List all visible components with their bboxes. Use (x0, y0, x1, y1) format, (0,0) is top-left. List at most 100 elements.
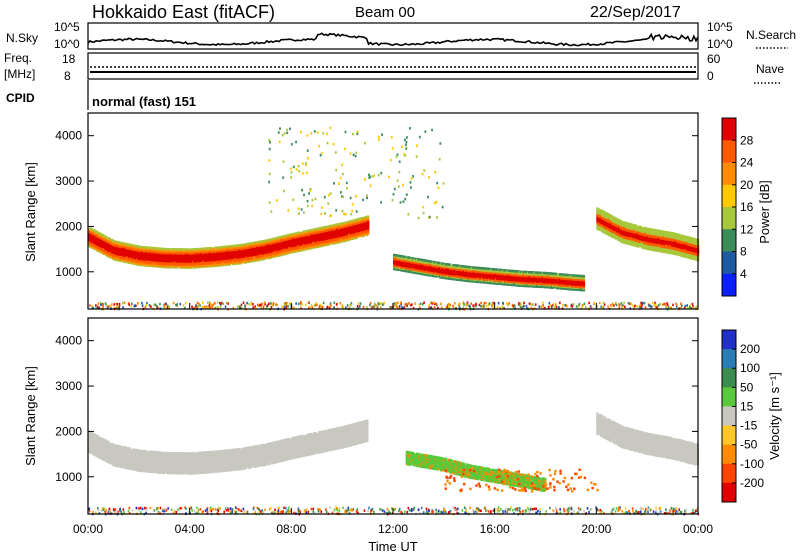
power-cell (251, 247, 254, 251)
power-cell (228, 249, 231, 252)
power-cell (281, 235, 284, 238)
power-cell (179, 263, 182, 266)
power-cell (277, 251, 281, 254)
power-cell (225, 245, 228, 248)
power-cell (205, 247, 209, 250)
power-cell (137, 257, 140, 260)
power-cell (189, 257, 192, 260)
power-cell (155, 247, 158, 250)
power-cell (90, 233, 93, 237)
power-cell (97, 231, 100, 235)
power-cell (93, 229, 96, 233)
power-cell (118, 245, 122, 248)
power-cell (161, 258, 164, 262)
power-cell (266, 244, 269, 247)
nsky-panel: N.Sky 10^5 10^0 10^5 10^0 N.Search (6, 20, 796, 51)
power-cell (251, 244, 254, 248)
power-cell (284, 244, 287, 248)
power-cell (220, 254, 223, 258)
power-cell (181, 248, 184, 251)
power-cell (272, 253, 275, 257)
power-cell (156, 247, 159, 250)
power-cell (262, 239, 266, 243)
power-cell (241, 243, 244, 247)
power-cell (272, 237, 275, 241)
power-cell (224, 245, 227, 249)
power-cell (200, 264, 203, 268)
power-cell (288, 235, 291, 239)
power-cell (168, 261, 171, 265)
power-cell (169, 258, 172, 261)
power-cell (96, 233, 99, 237)
power-cell (145, 246, 148, 249)
power-cell (133, 262, 136, 266)
power-cell (214, 246, 218, 250)
power-cell (253, 257, 257, 260)
power-cell (163, 247, 166, 251)
power-cell (132, 245, 135, 248)
power-cell (112, 239, 115, 242)
cpid-text: normal (fast) 151 (92, 94, 196, 109)
power-cell (122, 249, 125, 252)
power-cell (225, 253, 228, 256)
power-cell (141, 261, 144, 265)
power-cell (238, 244, 242, 247)
power-cell (243, 247, 246, 250)
power-cell (274, 237, 277, 240)
power-cell (176, 248, 179, 251)
power-cell (266, 239, 269, 242)
power-cell (276, 238, 279, 242)
power-cell (187, 265, 190, 268)
power-cell (235, 259, 238, 262)
power-cell (189, 249, 192, 252)
power-cell (277, 236, 281, 239)
power-cell (284, 234, 287, 238)
power-cell (295, 249, 298, 252)
nsky-tick-bottom: 10^0 (54, 37, 80, 51)
power-cell (282, 241, 285, 244)
power-cell (281, 250, 284, 253)
power-cell (158, 251, 162, 254)
power-cell (285, 244, 289, 247)
power-cell (137, 248, 140, 251)
power-cell (126, 243, 130, 246)
power-cell (173, 263, 176, 266)
power-cell (279, 236, 282, 239)
power-cell (267, 243, 270, 247)
beam-label: Beam 00 (355, 4, 415, 21)
power-cell (113, 250, 116, 253)
power-cell (272, 247, 275, 251)
power-cell (252, 241, 255, 245)
power-cell (189, 255, 192, 258)
power-cell (107, 237, 110, 240)
power-cell (149, 255, 152, 259)
power-cell (188, 254, 191, 257)
power-cell (162, 255, 165, 259)
power-cell (240, 258, 243, 262)
freq-panel: Freq. [MHz] 18 8 60 0 Nave (4, 51, 784, 84)
power-cell (150, 254, 154, 258)
power-cell (118, 241, 122, 244)
power-cell (252, 257, 255, 261)
power-cell (169, 253, 172, 256)
power-cell (123, 247, 126, 250)
power-cell (268, 238, 271, 242)
power-cell (145, 255, 148, 258)
power-cell (261, 256, 265, 259)
power-cell (115, 258, 118, 262)
power-cell (176, 255, 179, 258)
nave-label: Nave (756, 62, 784, 76)
power-cell (197, 249, 200, 253)
power-cell (139, 245, 142, 249)
power-cell (290, 241, 293, 244)
power-cell (204, 262, 207, 265)
power-cell (147, 252, 150, 255)
power-cell (134, 253, 138, 257)
power-cell (149, 249, 152, 253)
power-cell (213, 262, 217, 266)
power-cell (187, 248, 190, 251)
power-cell (114, 241, 117, 244)
power-cell (137, 245, 140, 248)
power-cell (218, 252, 221, 255)
power-cell (220, 245, 223, 249)
